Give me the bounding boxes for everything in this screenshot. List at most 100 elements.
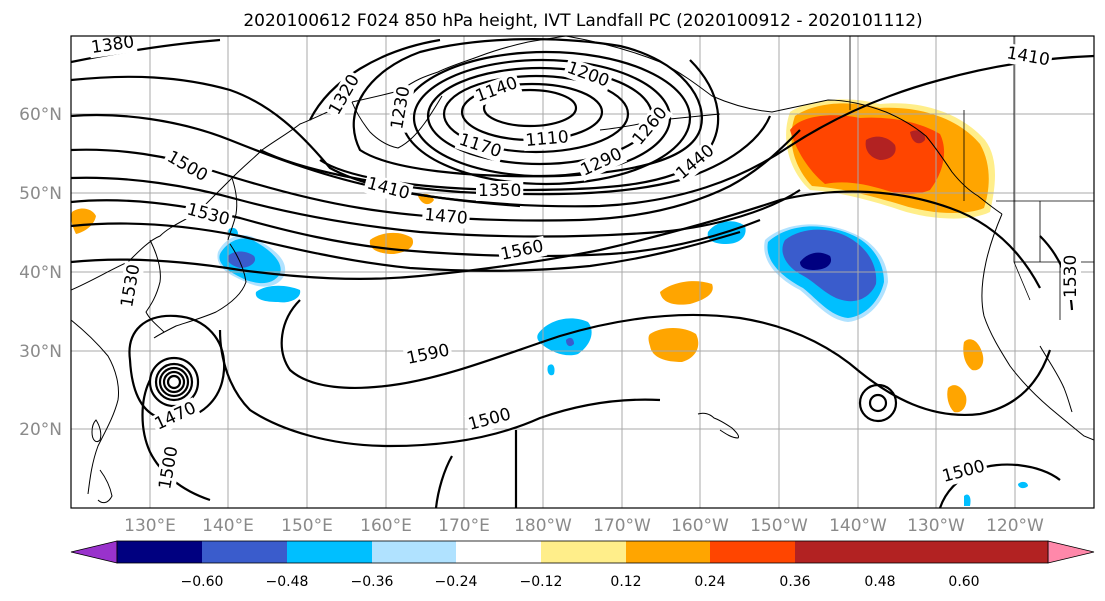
contour-label-halo <box>149 397 202 436</box>
colorbar-bin <box>372 541 456 563</box>
coastline-sakhalin <box>227 177 238 241</box>
contour-1530 <box>71 222 741 272</box>
contour-label-halo <box>562 57 614 93</box>
colorbar-bin <box>117 541 202 563</box>
lon-label: 130°E <box>124 516 176 536</box>
colorbar-tick-label: 0.60 <box>948 574 979 590</box>
contour-label-halo <box>182 198 234 231</box>
contour-label-halo <box>1061 252 1081 300</box>
coastline-kamchatka <box>351 95 443 149</box>
contour-label-halo <box>386 82 415 133</box>
contour-1560 <box>71 190 1041 289</box>
colorbar-frame <box>116 540 1049 564</box>
lat-label: 60°N <box>19 105 62 125</box>
coastline-taiwan <box>91 419 102 443</box>
contour-label-halo <box>522 127 572 152</box>
contour-1500-south <box>218 329 661 448</box>
coastline-china <box>71 319 119 495</box>
lat-label: 40°N <box>19 263 62 283</box>
shading-positive-0.48 <box>865 136 896 160</box>
map-frame <box>70 35 1095 509</box>
coastline-philippines <box>97 469 113 504</box>
shading-negative-0.36 <box>227 251 256 268</box>
colorbar-tick-label: −0.36 <box>351 574 394 590</box>
colorbar-bin <box>456 541 541 563</box>
contour-low-1170 <box>442 74 630 154</box>
coastline-hawaii <box>697 412 739 439</box>
contour-label-halo <box>154 442 183 493</box>
lon-label: 170°W <box>593 516 651 536</box>
contour-labels: 1380 1320 1230 1140 1200 1170 1110 1260 … <box>87 36 1081 493</box>
shading-negative-0.24 <box>537 318 592 356</box>
contour-label-halo <box>87 36 138 59</box>
contour-label-halo <box>161 146 213 187</box>
contour-south-1 <box>434 455 453 508</box>
contour-1590 <box>280 299 1052 416</box>
lon-label: 140°W <box>829 516 887 536</box>
lon-label: 180°W <box>514 516 572 536</box>
contour-1470-south <box>141 379 211 502</box>
coastline-north-america <box>981 213 1094 441</box>
shading-positive-0.36 <box>790 115 945 195</box>
shading-negative-0.24 <box>964 494 971 506</box>
shading-positive-0.24 <box>947 385 967 413</box>
colorbar-tick-label: 0.36 <box>779 574 810 590</box>
colorbar-extend-min <box>70 540 118 564</box>
colorbar-extend-max <box>1047 540 1095 564</box>
figure-title: 2020100612 F024 850 hPa height, IVT Land… <box>243 11 922 31</box>
colorbar-tick-label: 0.24 <box>694 574 725 590</box>
colorbar-tick-label: −0.48 <box>266 574 309 590</box>
contour-label-halo <box>670 139 720 186</box>
contour-typhoon-outer <box>128 314 226 422</box>
contour-label-halo <box>575 143 628 182</box>
contour-label-halo <box>1003 42 1054 71</box>
shading-negative-0.36 <box>782 229 877 302</box>
shading-negative-0.36 <box>566 337 574 347</box>
lon-label: 130°W <box>907 516 965 536</box>
shading-negative-0.24 <box>547 364 555 376</box>
contour-typhoon-ring <box>162 370 186 394</box>
colorbar-bin <box>287 541 372 563</box>
contour-label-halo <box>421 204 471 229</box>
colorbar-bin <box>880 541 964 563</box>
colorbar-bin <box>795 541 880 563</box>
colorbar-bin <box>202 541 287 563</box>
colorbar-bin <box>964 541 1048 563</box>
shading-positive-0.48 <box>910 130 926 144</box>
shading-negative-0.24 <box>255 285 301 303</box>
contour-1350 <box>259 115 772 196</box>
colorbar-tick-label: −0.24 <box>435 574 478 590</box>
border-us-states <box>1013 201 1094 320</box>
contour-label-halo <box>464 403 516 436</box>
contour-label-halo <box>402 339 454 370</box>
contour-high-ring <box>858 383 898 423</box>
contour-label-halo <box>116 260 145 311</box>
contour-label-halo <box>938 455 990 488</box>
lon-label: 150°W <box>750 516 808 536</box>
shading-negative-0.48 <box>800 252 832 270</box>
coastline-asia <box>71 36 567 291</box>
lon-label: 160°E <box>360 516 412 536</box>
colorbar-tick-label: 0.48 <box>864 574 895 590</box>
contour-label-halo <box>496 235 548 266</box>
contour-label-halo <box>476 181 524 201</box>
contour-label-halo <box>362 172 414 205</box>
map-panel: 1380 1320 1230 1140 1200 1170 1110 1260 … <box>70 35 1095 509</box>
lon-label: 120°W <box>986 516 1044 536</box>
colorbar-bin <box>541 541 626 563</box>
contour-label: 1350 <box>478 181 521 201</box>
contour-label: 1470 <box>424 205 469 229</box>
lon-label: 160°W <box>671 516 729 536</box>
contour-label: 1530 <box>1061 255 1081 298</box>
colorbar: −0.60 −0.48 −0.36 −0.24 −0.12 0.12 0.24 … <box>70 540 1095 590</box>
contour-typhoon-ring <box>166 374 182 390</box>
shading-negative-0.24 <box>1018 481 1028 489</box>
height-contours <box>71 38 1094 508</box>
colorbar-bin <box>710 541 795 563</box>
contour-low-center-1110 <box>482 88 578 128</box>
shading-positive-0.24 <box>648 328 699 362</box>
lat-label: 30°N <box>19 342 62 362</box>
contour-label-halo <box>627 101 673 151</box>
lat-label: 20°N <box>19 420 62 440</box>
